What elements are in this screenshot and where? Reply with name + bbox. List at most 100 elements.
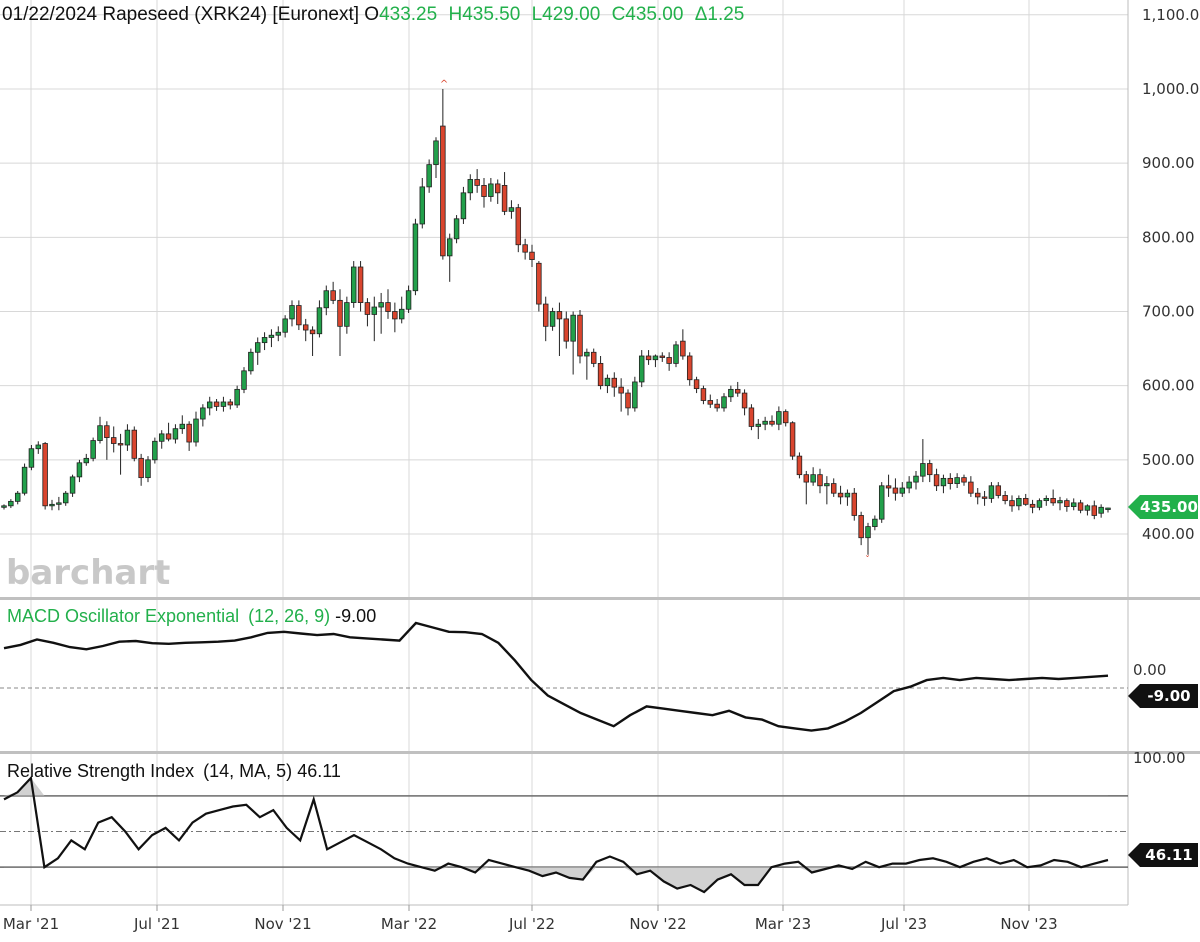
rsi-panel: 100.00 [0, 749, 1186, 894]
x-tick-label: Mar '22 [381, 915, 437, 933]
candle-body [782, 411, 789, 424]
candle-body [933, 474, 940, 487]
candle-body [721, 396, 727, 409]
candle-body [563, 318, 570, 342]
x-tick-label: Mar '21 [3, 915, 59, 933]
candle-body [734, 388, 741, 394]
x-tick-label: Jul '23 [880, 915, 927, 933]
x-tick-label: Nov '23 [1000, 915, 1057, 933]
price-tick-label: 900.00 [1142, 154, 1195, 172]
candle-body [899, 487, 906, 494]
candle-body [35, 444, 42, 450]
candle-body [124, 429, 131, 446]
candle-body [104, 425, 110, 438]
candle-body [152, 440, 158, 461]
x-tick-label: Nov '21 [254, 915, 311, 933]
rsi-value-badge-text: 46.11 [1145, 846, 1192, 864]
candle-body [350, 266, 357, 303]
candle-body [309, 329, 316, 335]
candle-body [248, 351, 254, 372]
rsi-value-badge: 46.11 [1128, 843, 1198, 867]
candle-body [844, 492, 851, 498]
candle-body [652, 355, 659, 361]
candle-body [474, 179, 480, 186]
candle-body [830, 483, 837, 494]
candle-body [481, 185, 487, 197]
candle-body [371, 306, 378, 315]
price-axis: 1,100.00 1,000.00 900.00 800.00 700.00 600.00… [1142, 6, 1200, 543]
candle-body [14, 492, 21, 502]
candle-body [90, 440, 96, 459]
candle-body [172, 428, 179, 440]
candle-body [1064, 500, 1070, 507]
x-tick-label: Jul '22 [508, 915, 555, 933]
candle-body [659, 355, 666, 358]
price-tick-label: 400.00 [1142, 525, 1195, 543]
candle-body [632, 381, 638, 409]
candle-body [776, 411, 782, 425]
candle-body [686, 355, 693, 381]
rsi-value-badge-shape [1128, 843, 1198, 867]
panel-separator [0, 751, 1200, 754]
candle-body [1084, 505, 1091, 511]
candle-body [145, 459, 151, 479]
candle-body [131, 429, 138, 459]
candle-body [364, 302, 371, 315]
candle-body [460, 192, 467, 220]
candle-body [981, 496, 988, 499]
candle-body [584, 351, 590, 357]
candle-body [961, 477, 967, 483]
candle-body [398, 308, 405, 320]
candle-body [858, 515, 864, 539]
candle-body [885, 485, 892, 489]
candle-body [467, 179, 474, 194]
candle-body [1057, 500, 1063, 504]
candle-body [604, 377, 611, 387]
candle-body [762, 420, 768, 425]
candle-body [110, 437, 117, 444]
candle-body [954, 477, 960, 484]
candle-body [789, 422, 796, 457]
candle-body [405, 290, 412, 310]
candle-body [755, 423, 762, 427]
open-label: O [364, 4, 380, 25]
candle-body [412, 223, 419, 292]
candle-body [1098, 506, 1104, 514]
macd-axis-label: 0.00 [1133, 661, 1166, 679]
candle-body [385, 302, 391, 312]
candle-body [8, 500, 14, 507]
candle-body [254, 342, 261, 353]
price-tick-label: 1,100.00 [1142, 6, 1200, 24]
candle-body [49, 503, 55, 507]
value-badges: 435.00 -9.00 46.11 [1128, 495, 1198, 867]
candle-body [872, 518, 878, 527]
candle-body [268, 334, 275, 338]
macd-params: (12, 26, 9) [248, 606, 331, 626]
candle-body [337, 299, 343, 327]
candle-body [302, 324, 309, 331]
candle-body [577, 314, 583, 357]
candle-body [488, 183, 494, 197]
candle-body [968, 481, 974, 494]
candle-body [357, 266, 364, 303]
candle-body [227, 401, 234, 406]
candle-body [42, 443, 48, 507]
x-axis: Mar '21 Jul '21 Nov '21 Mar '22 Jul '22 Nov '… [3, 905, 1058, 933]
price-tick-label: 700.00 [1142, 302, 1195, 320]
candle-body [741, 392, 748, 409]
candle-body [803, 474, 810, 483]
candle-body [200, 407, 206, 420]
candle-body [618, 386, 624, 394]
candle-body [1002, 495, 1008, 502]
candle-body [817, 474, 823, 487]
candle-body [56, 502, 62, 505]
candle-body [913, 475, 919, 483]
candle-body [851, 492, 858, 516]
candle-body [906, 481, 912, 489]
candle-body [344, 302, 350, 327]
candle-body [1029, 503, 1036, 508]
candle-body [83, 457, 90, 464]
candle-body [261, 337, 268, 344]
candle-body [988, 485, 995, 499]
